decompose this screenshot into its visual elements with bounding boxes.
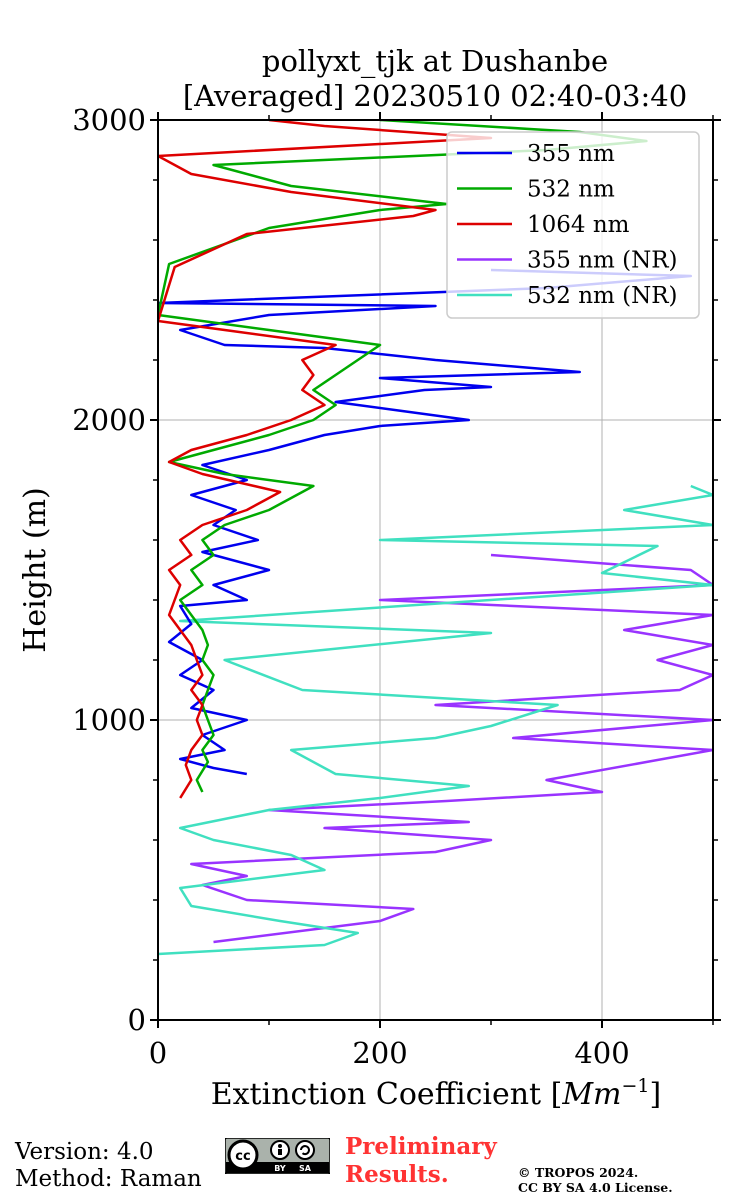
legend-box	[446, 131, 700, 319]
series-line-355-nm	[158, 268, 693, 776]
preliminary-results-text: Preliminary Results.	[345, 1133, 497, 1188]
sa-icon	[295, 1140, 315, 1160]
svg-text:SA: SA	[299, 1164, 312, 1173]
y-tick-label: 0	[128, 1003, 146, 1037]
cc-by-sa-badge: cc BY SA	[225, 1138, 330, 1174]
svg-text:BY: BY	[274, 1164, 286, 1173]
y-tick-label: 1000	[72, 703, 146, 737]
legend: 355 nm 532 nm 1064 nm 355 nm (NR) 532 nm (NR…	[446, 131, 700, 319]
y-tick-label: 3000	[72, 103, 146, 137]
series-line-1064-nm	[158, 120, 493, 799]
chart-title: pollyxt_tjk at Dushanbe	[262, 44, 608, 79]
svg-text:cc: cc	[235, 1149, 250, 1164]
version-text: Version: 4.0	[15, 1139, 154, 1165]
legend-label: 532 nm (NR)	[527, 283, 678, 309]
x-axis-label: Extinction Coefficient [Mm−1]	[211, 1075, 662, 1112]
x-tick-label: 0	[149, 1036, 167, 1070]
legend-label: 355 nm	[527, 141, 615, 167]
series-line-355-nm-nr	[190, 553, 713, 944]
series-line-532-nm-nr	[158, 484, 713, 956]
y-axis-label: Height (m)	[18, 487, 53, 652]
method-text: Method: Raman	[15, 1166, 202, 1192]
copyright-text: © TROPOS 2024. CC BY SA 4.0 License.	[518, 1165, 673, 1195]
series-line-532-nm	[158, 120, 648, 793]
legend-label: 1064 nm	[527, 212, 630, 238]
cc-icon	[227, 1139, 259, 1171]
chart-subtitle: [Averaged] 20230510 02:40-03:40	[183, 79, 687, 113]
legend-label: 532 nm	[527, 177, 615, 203]
x-tick-label: 200	[352, 1036, 407, 1070]
legend-label: 355 nm (NR)	[527, 248, 678, 274]
y-tick-label: 2000	[72, 403, 146, 437]
axis-ticks: 0 200 400 0 1000 2000 3000	[72, 103, 721, 1070]
plot-frame	[157, 119, 714, 1021]
x-tick-label: 400	[574, 1036, 629, 1070]
series-layer	[158, 120, 713, 956]
